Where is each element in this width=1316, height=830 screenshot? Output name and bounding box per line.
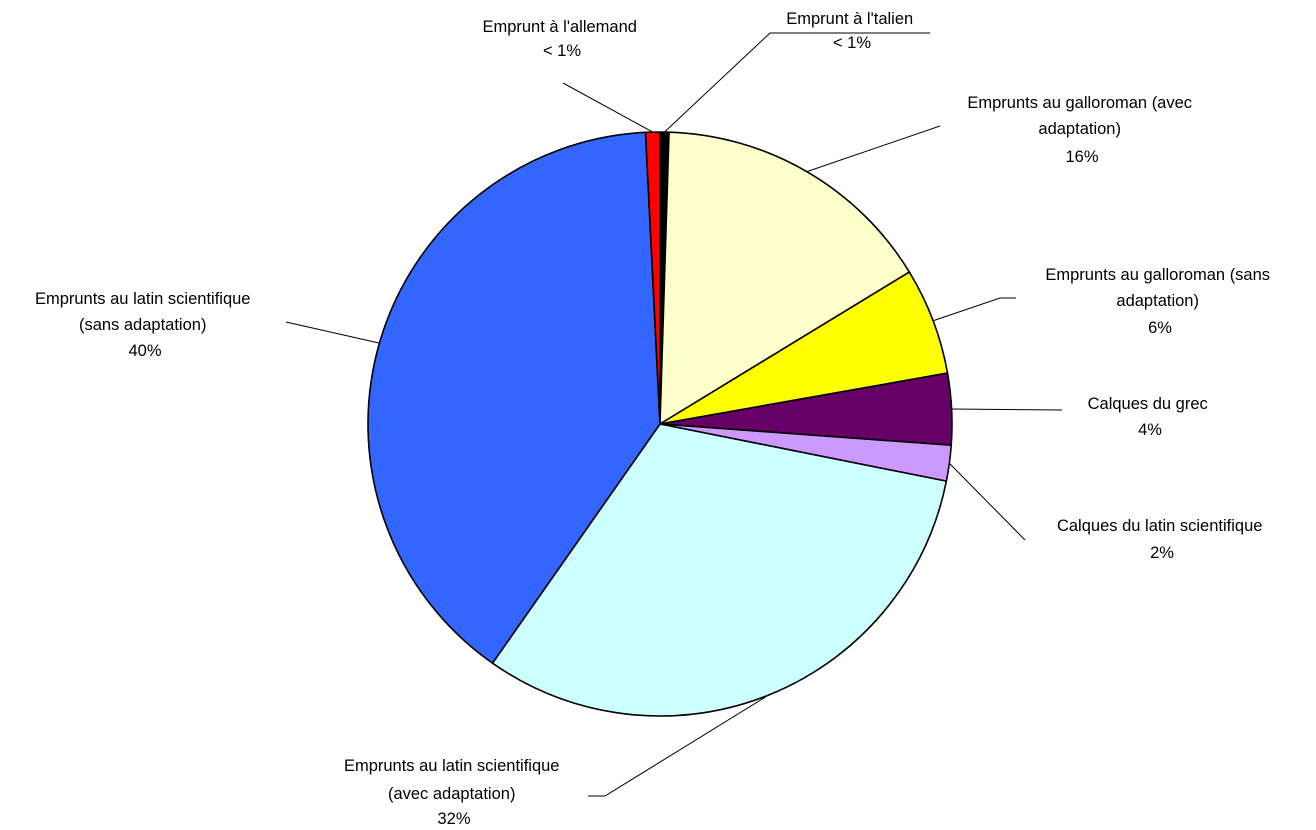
slice-value-italien: < 1% [833,34,871,52]
slice-label-calques-latin: Calques du latin scientifique 2% [1057,517,1267,562]
slice-value-calques-grec: 4% [1138,421,1162,439]
slice-label-galloroman-sans: Emprunts au galloroman (sans adaptation)… [1045,266,1274,337]
slice-value-allemand: < 1% [543,42,581,60]
slice-value-galloroman-sans: 6% [1148,319,1172,337]
slice-value-galloroman-avec: 16% [1065,148,1098,166]
slice-label-allemand: Emprunt à l'allemand < 1% [482,18,641,60]
slice-label-italien-line1: Emprunt à l'talien [786,10,913,28]
slice-label-latin-sans-line2: (sans adaptation) [79,316,207,334]
pie-slice-latin-sans [367,131,661,664]
slice-value-latin-sans: 40% [128,342,161,360]
slice-label-calques-latin-line1: Calques du latin scientifique [1057,517,1262,535]
leader-line-latin-avec [588,694,769,797]
pie-slice-latin-avec [491,423,948,717]
pie-slices [367,131,953,717]
leader-line-latin-sans [285,321,380,344]
slice-value-calques-latin: 2% [1150,544,1174,562]
leader-lines [285,32,1063,797]
leader-line-calques-grec [951,408,1063,411]
leader-line-calques-latin [948,462,1026,541]
slice-label-galloroman-avec-line2: adaptation) [1038,120,1121,138]
slice-label-latin-avec: Emprunts au latin scientifique (avec ada… [344,757,564,828]
slice-label-latin-sans: Emprunts au latin scientifique (sans ada… [35,290,255,360]
pie-slice-galloroman-avec [659,131,911,425]
leader-line-italien [664,32,930,133]
slice-value-latin-avec: 32% [437,810,470,828]
slice-label-calques-grec-line1: Calques du grec [1088,395,1208,413]
slice-label-latin-sans-line1: Emprunts au latin scientifique [35,290,251,308]
slice-label-galloroman-sans-line1: Emprunts au galloroman (sans [1045,266,1270,284]
slice-label-latin-avec-line1: Emprunts au latin scientifique [344,757,560,775]
slice-label-galloroman-avec-line1: Emprunts au galloroman (avec [967,94,1192,112]
slice-label-italien: Emprunt à l'talien < 1% [786,10,918,52]
leader-line-galloroman-avec [806,125,941,173]
slice-label-galloroman-sans-line2: adaptation) [1116,292,1199,310]
slice-label-latin-avec-line2: (avec adaptation) [388,785,516,803]
leader-line-allemand [562,82,653,133]
slice-label-calques-grec: Calques du grec 4% [1088,395,1213,439]
slice-label-allemand-line1: Emprunt à l'allemand [482,18,636,36]
leader-line-galloroman-sans [932,297,1016,322]
slice-label-galloroman-avec: Emprunts au galloroman (avec adaptation)… [967,94,1196,166]
